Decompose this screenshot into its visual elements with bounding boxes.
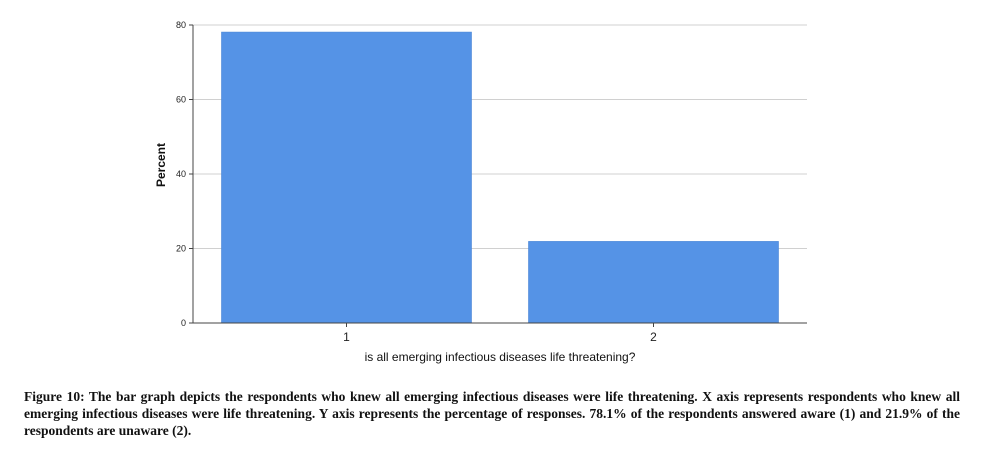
y-tick-label: 0 [181,318,186,328]
x-tick-label: 1 [343,330,350,344]
x-tick-label: 2 [650,330,657,344]
y-tick-label: 40 [176,169,186,179]
y-tick-labels: 0 20 40 60 80 [176,20,193,328]
figure-caption: Figure 10: The bar graph depicts the res… [24,389,960,438]
y-tick-label: 20 [176,244,186,254]
bar-1 [221,31,472,324]
bars [221,31,779,324]
y-axis-title: Percent [154,143,168,187]
bar-2 [528,241,779,324]
y-tick-label: 80 [176,20,186,30]
x-axis-title: is all emerging infectious diseases life… [365,350,636,364]
y-tick-label: 60 [176,95,186,105]
